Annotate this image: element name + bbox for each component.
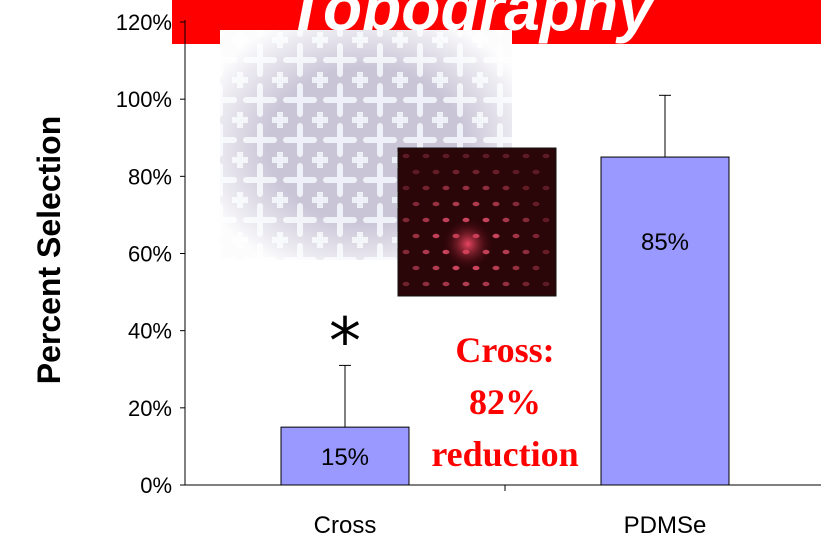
bar-pdmse bbox=[600, 156, 730, 486]
annotation-line: Cross: bbox=[455, 330, 554, 370]
fluorescence-dot bbox=[542, 249, 550, 255]
y-tick-label: 0% bbox=[140, 473, 172, 498]
fluorescence-dot bbox=[492, 265, 500, 271]
fluorescence-dot bbox=[522, 185, 530, 191]
fluorescence-dot bbox=[432, 233, 440, 239]
fluorescence-dot bbox=[532, 233, 540, 239]
fluorescence-dot bbox=[402, 185, 410, 191]
fluorescence-dot bbox=[532, 169, 540, 175]
fluorescence-dot bbox=[482, 185, 490, 191]
fluorescence-dot bbox=[462, 153, 470, 159]
fluorescence-dot bbox=[432, 169, 440, 175]
data-label: 15% bbox=[321, 444, 369, 471]
data-label: 85% bbox=[641, 229, 689, 256]
bars: 15% Cross 85% PDMSe bbox=[280, 94, 730, 539]
fluorescence-dot bbox=[482, 153, 490, 159]
fluorescence-dot bbox=[412, 201, 420, 207]
annotation-line: 82% bbox=[469, 382, 541, 422]
fluorescence-dot bbox=[502, 281, 510, 287]
fluorescence-dot bbox=[542, 153, 550, 159]
annotation-line: reduction bbox=[431, 434, 578, 474]
fluorescence-dot bbox=[542, 217, 550, 223]
fluorescence-micrograph-image bbox=[397, 147, 557, 297]
fluorescence-dot bbox=[522, 249, 530, 255]
fluorescence-dot bbox=[412, 233, 420, 239]
fluorescence-glow bbox=[442, 218, 494, 270]
fluorescence-dot bbox=[482, 281, 490, 287]
significance-asterisk: * bbox=[329, 305, 361, 379]
fluorescence-dot bbox=[402, 249, 410, 255]
bar-cross bbox=[280, 426, 410, 486]
fluorescence-dot bbox=[472, 201, 480, 207]
fluorescence-dot bbox=[422, 185, 430, 191]
fluorescence-dot bbox=[422, 217, 430, 223]
fluorescence-dot bbox=[432, 265, 440, 271]
fluorescence-dot bbox=[472, 169, 480, 175]
y-tick-label: 60% bbox=[128, 242, 172, 267]
fluorescence-dot bbox=[492, 233, 500, 239]
fluorescence-dot bbox=[492, 201, 500, 207]
fluorescence-dot bbox=[502, 217, 510, 223]
fluorescence-dot bbox=[482, 217, 490, 223]
category-label: PDMSe bbox=[624, 512, 707, 539]
fluorescence-dot bbox=[422, 153, 430, 159]
fluorescence-dot bbox=[442, 281, 450, 287]
fluorescence-dot bbox=[462, 185, 470, 191]
fluorescence-dot bbox=[402, 217, 410, 223]
fluorescence-dot bbox=[522, 153, 530, 159]
fluorescence-dot bbox=[492, 169, 500, 175]
fluorescence-dot bbox=[422, 281, 430, 287]
fluorescence-dot bbox=[512, 233, 520, 239]
fluorescence-dot bbox=[412, 265, 420, 271]
category-label: Cross bbox=[314, 512, 377, 539]
y-tick-label: 20% bbox=[128, 396, 172, 421]
fluorescence-dot bbox=[502, 185, 510, 191]
fluorescence-dot bbox=[522, 281, 530, 287]
y-tick-label: 100% bbox=[116, 87, 172, 112]
fluorescence-dot bbox=[542, 185, 550, 191]
fluorescence-dot bbox=[512, 265, 520, 271]
y-ticks: 0% 20% 40% 60% 80% 100% 120% bbox=[116, 10, 185, 498]
annotation-background bbox=[418, 430, 594, 476]
fluorescence-dot bbox=[502, 153, 510, 159]
fluorescence-dot bbox=[452, 201, 460, 207]
fluorescence-dot bbox=[542, 281, 550, 287]
fluorescence-dot bbox=[402, 281, 410, 287]
fluorescence-dot bbox=[442, 185, 450, 191]
reduction-annotation: Cross: 82% reduction bbox=[418, 330, 594, 476]
y-tick-label: 40% bbox=[128, 319, 172, 344]
fluorescence-dot bbox=[512, 169, 520, 175]
fluorescence-dot bbox=[502, 249, 510, 255]
fluorescence-dot bbox=[512, 201, 520, 207]
fluorescence-dot bbox=[422, 249, 430, 255]
fluorescence-dot bbox=[452, 169, 460, 175]
y-tick-label: 80% bbox=[128, 164, 172, 189]
fluorescence-dot bbox=[402, 153, 410, 159]
fluorescence-dot bbox=[532, 265, 540, 271]
fluorescence-dot bbox=[462, 281, 470, 287]
fluorescence-dot bbox=[442, 217, 450, 223]
fluorescence-dot bbox=[442, 153, 450, 159]
y-tick-label: 120% bbox=[116, 10, 172, 35]
y-axis-label: Percent Selection bbox=[31, 116, 67, 385]
fluorescence-dot bbox=[522, 217, 530, 223]
fluorescence-dot bbox=[432, 201, 440, 207]
fluorescence-dot bbox=[532, 201, 540, 207]
fluorescence-dot bbox=[412, 169, 420, 175]
